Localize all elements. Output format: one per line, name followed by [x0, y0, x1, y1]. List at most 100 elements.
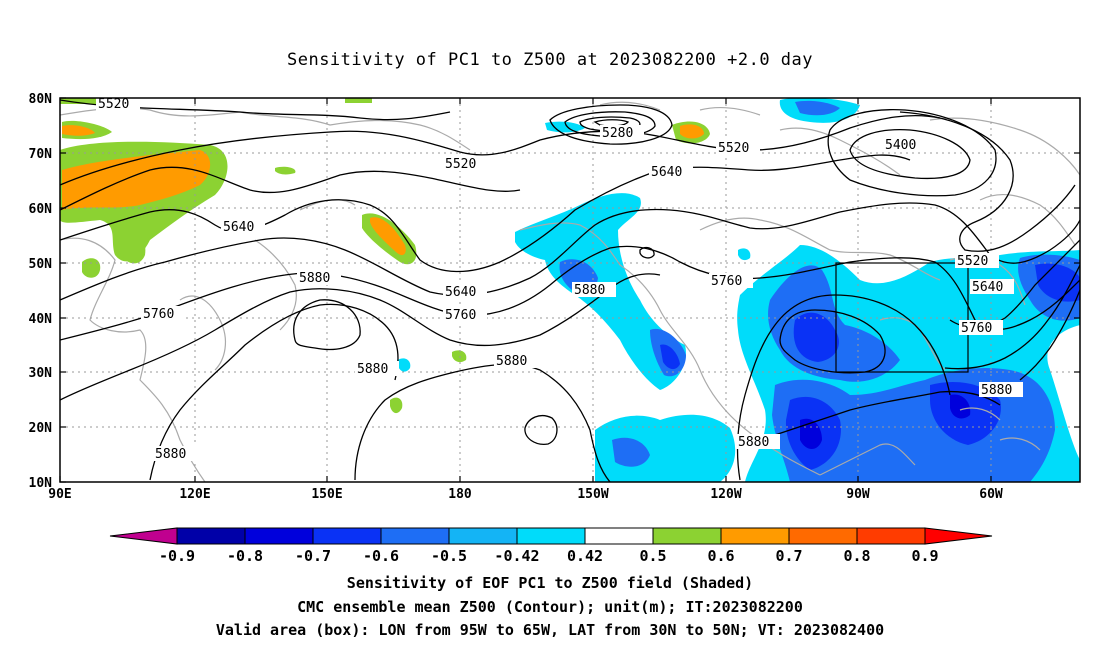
map-title: Sensitivity of PC1 to Z500 at 2023082200…: [286, 50, 813, 70]
contour-label-text: 5880: [357, 362, 388, 377]
shade-green: [452, 350, 467, 363]
colorbar-cell: [516, 527, 586, 545]
shade-blue: [795, 100, 840, 116]
contour-label: 5520: [716, 140, 760, 156]
contour-label: 5640: [649, 164, 693, 180]
contour-label-text: 5880: [496, 354, 527, 369]
shade-orange: [62, 125, 95, 136]
contour-label-text: 5760: [961, 321, 992, 336]
colorbar-cell: [584, 527, 654, 545]
lon-label: 90E: [48, 487, 71, 502]
shade-orange: [62, 150, 211, 210]
colorbar-label: -0.8: [226, 547, 264, 565]
colorbar-cell: [312, 527, 382, 545]
lat-label: 80N: [29, 92, 53, 107]
colorbar-label: 0.6: [707, 547, 735, 565]
colorbar-cell: [856, 527, 926, 545]
shade-navy: [950, 394, 971, 419]
shade-green: [275, 166, 296, 175]
contour-label: 5640: [221, 219, 265, 235]
lat-label: 50N: [29, 257, 53, 272]
lat-labels: 80N 70N 60N 50N 40N 30N 20N 10N: [29, 92, 53, 491]
colorbar-cell: [924, 527, 993, 545]
contour-label: 5880: [355, 361, 399, 377]
contour-label: 5880: [572, 282, 616, 298]
contour-label-text: 5520: [718, 141, 749, 156]
shade-orange: [680, 124, 704, 139]
caption-line-3: Valid area (box): LON from 95W to 65W, L…: [215, 621, 885, 639]
shade-green: [82, 258, 101, 278]
colorbar-cell: [448, 527, 518, 545]
colorbar-label: -0.9: [158, 547, 196, 565]
contour-label-text: 5880: [574, 283, 605, 298]
lon-label: 120E: [179, 487, 210, 502]
colorbar-label: -0.7: [294, 547, 332, 565]
contour-label: 5280: [600, 125, 644, 141]
contour-label-text: 5640: [445, 285, 476, 300]
lon-label: 90W: [846, 487, 870, 502]
lat-label: 60N: [29, 202, 53, 217]
contour-label: 5880: [297, 270, 341, 286]
shade-cyan: [398, 358, 411, 372]
colorbar-labels: -0.9 -0.8 -0.7 -0.6 -0.5 -0.42 0.42 0.5 …: [0, 547, 1100, 567]
lat-label: 30N: [29, 366, 53, 381]
lat-label: 40N: [29, 312, 53, 327]
contour-label-text: 5640: [972, 280, 1003, 295]
colorbar-cell: [380, 527, 450, 545]
contour-label: 5760: [959, 320, 1003, 336]
contour-label-text: 5640: [223, 220, 254, 235]
contour-label: 5880: [494, 353, 538, 369]
contour-label: 5760: [709, 273, 753, 289]
contour-label: 5520: [955, 253, 999, 269]
colorbar: [109, 527, 993, 545]
colorbar-cell: [109, 527, 178, 545]
lon-label: 150W: [577, 487, 608, 502]
contour-label-text: 5520: [445, 157, 476, 172]
colorbar-label: 0.8: [843, 547, 871, 565]
lat-label: 10N: [29, 476, 53, 491]
contour-label: 5520: [96, 96, 140, 112]
lon-labels: 90E 120E 150E 180 150W 120W 90W 60W: [48, 487, 1003, 502]
contour-label-text: 5760: [711, 274, 742, 289]
colorbar-label: 0.42: [566, 547, 604, 565]
contour-label-text: 5760: [445, 308, 476, 323]
lon-label: 60W: [979, 487, 1003, 502]
lon-label: 120W: [710, 487, 741, 502]
contour-label: 5880: [736, 434, 780, 450]
colorbar-label: 0.9: [911, 547, 939, 565]
contour-label: 5640: [970, 279, 1014, 295]
colorbar-label: 0.5: [639, 547, 667, 565]
shade-navy: [800, 418, 822, 449]
contour-label-text: 5880: [299, 271, 330, 286]
lon-label: 180: [448, 487, 472, 502]
shade-blue: [660, 344, 680, 370]
colorbar-label: -0.6: [362, 547, 400, 565]
contour-label-text: 5760: [143, 307, 174, 322]
shading-layer: [60, 98, 1080, 482]
contour-label: 5400: [883, 137, 927, 153]
contour-label: 5880: [979, 382, 1023, 398]
contour-label-text: 5640: [651, 165, 682, 180]
colorbar-label: -0.42: [494, 547, 540, 565]
caption-line-1: Sensitivity of EOF PC1 to Z500 field (Sh…: [346, 574, 754, 592]
map-frame: [59, 97, 1081, 483]
shade-cyan: [700, 458, 719, 474]
colorbar-cell: [652, 527, 722, 545]
colorbar-cell: [176, 527, 246, 545]
lon-label: 150E: [311, 487, 342, 502]
contour-label: 5760: [141, 306, 185, 322]
shade-blue: [793, 312, 839, 362]
axis-ticks: [59, 97, 1080, 483]
shade-orange: [370, 217, 406, 256]
shade-green: [120, 230, 146, 264]
colorbar-cell: [244, 527, 314, 545]
colorbar-cell: [720, 527, 790, 545]
shade-green: [390, 397, 403, 414]
contour-label: 5640: [443, 284, 487, 300]
lat-label: 20N: [29, 421, 53, 436]
contour-label-text: 5880: [981, 383, 1012, 398]
shade-blue: [612, 437, 650, 467]
valid-area-box: [835, 262, 969, 373]
contour-labels: 5520 5280 5520 5400 5520 5640 5640 5880 …: [96, 96, 1023, 462]
